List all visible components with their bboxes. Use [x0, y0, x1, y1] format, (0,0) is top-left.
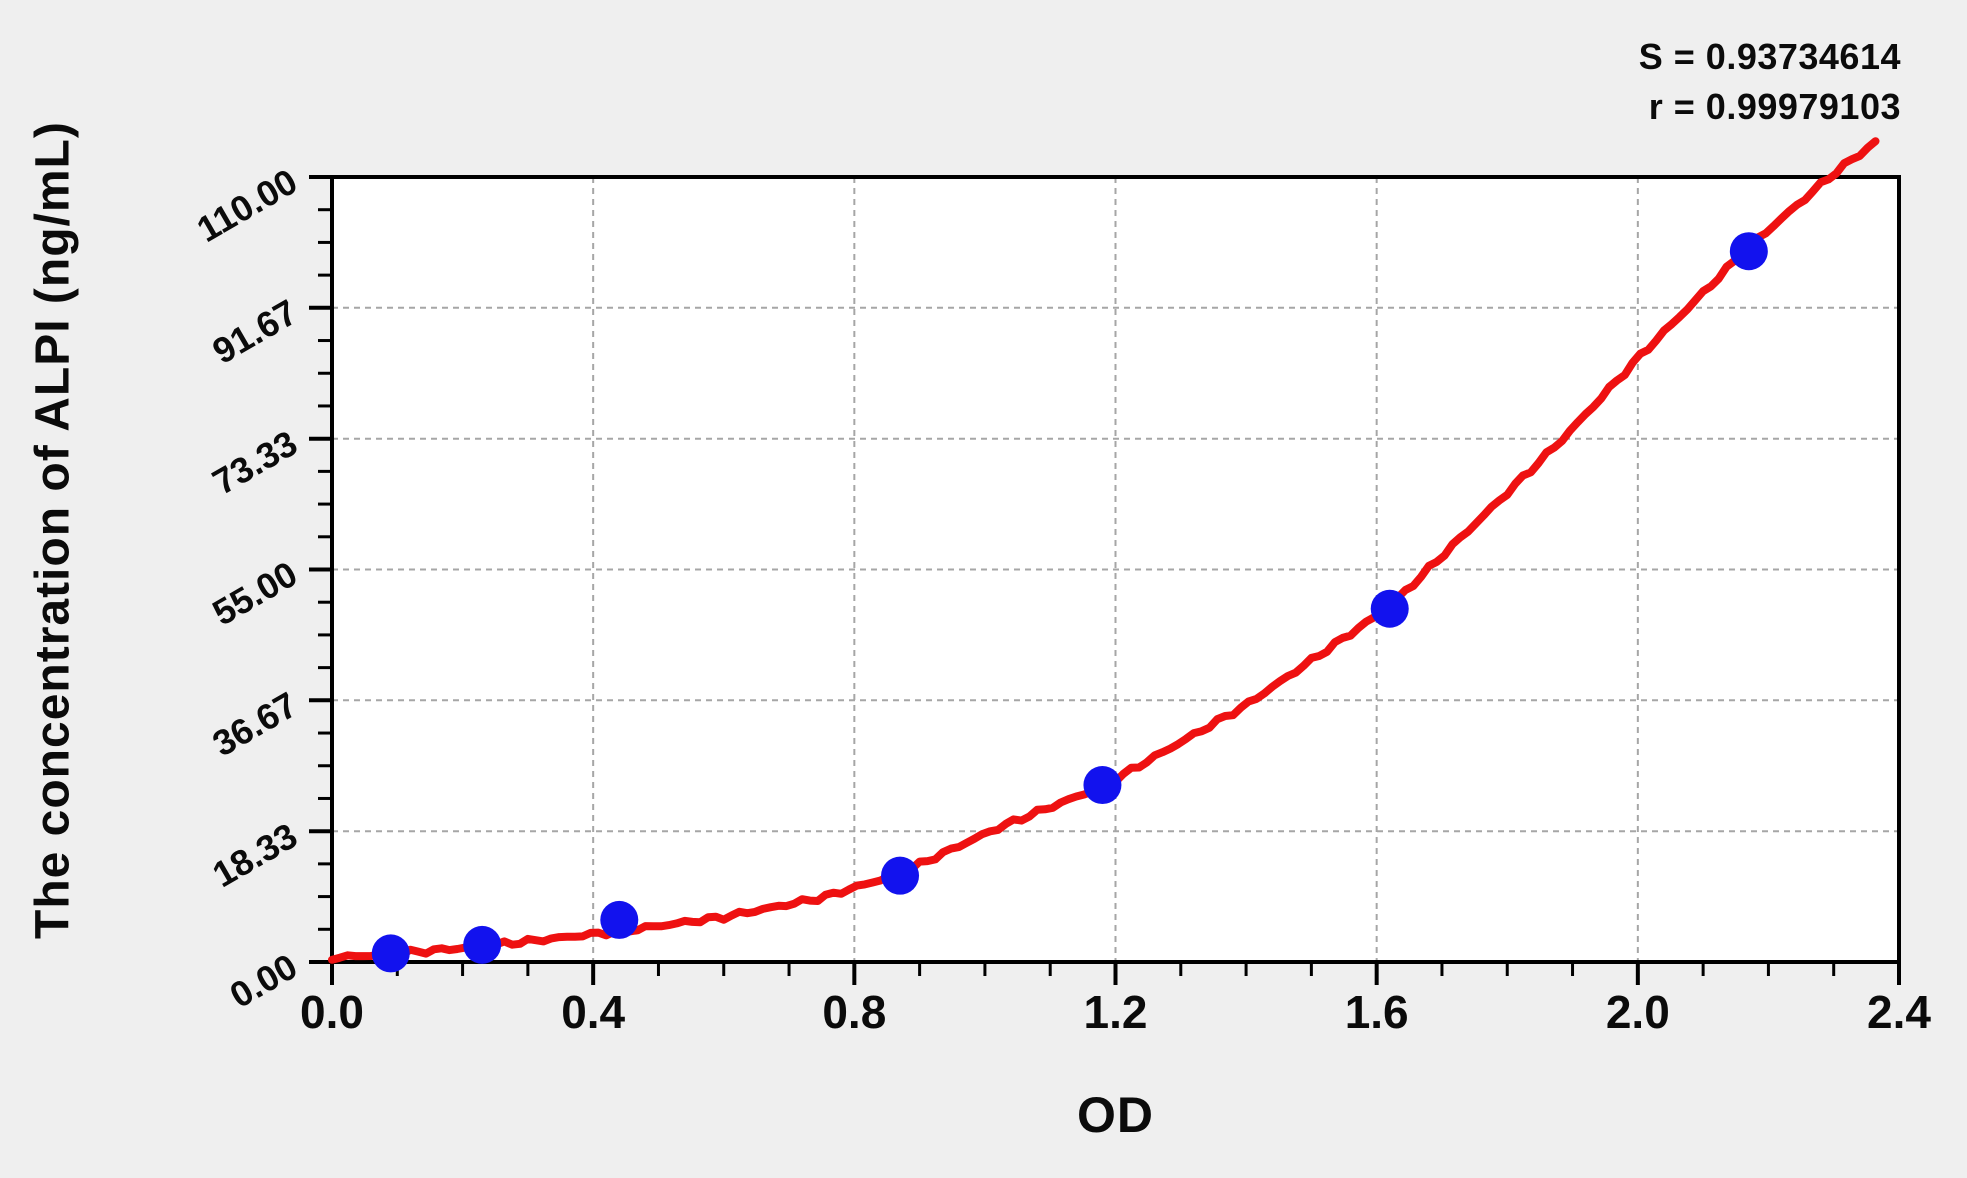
y-tick-label: 73.33: [205, 422, 304, 503]
y-tick-label: 18.33: [205, 815, 304, 896]
y-tick-label: 110.00: [190, 160, 304, 250]
data-point: [1083, 766, 1122, 805]
y-tick-label: 36.67: [205, 684, 304, 765]
s-value-text: S = 0.93734614: [1638, 36, 1901, 77]
x-tick-label: 2.0: [1606, 986, 1670, 1038]
x-axis-title: OD: [1077, 1087, 1154, 1143]
y-axis-title: The concentration of ALPI (ng/mL): [26, 121, 80, 939]
fit-statistics: S = 0.93734614 r = 0.99979103: [1639, 32, 1901, 132]
y-tick-label: 91.67: [205, 291, 304, 372]
data-point: [600, 900, 639, 939]
data-point: [463, 925, 502, 964]
x-tick-label: 0.0: [300, 986, 364, 1038]
y-tick-label: 0.00: [223, 945, 304, 1016]
x-tick-label: 1.2: [1084, 986, 1148, 1038]
x-tick-label: 0.4: [561, 986, 625, 1038]
data-point: [1729, 232, 1768, 271]
x-tick-label: 2.4: [1867, 986, 1931, 1038]
y-tick-label: 55.00: [205, 553, 304, 634]
data-point: [1370, 589, 1409, 628]
data-point: [371, 934, 410, 973]
x-tick-label: 1.6: [1345, 986, 1409, 1038]
x-tick-label: 0.8: [822, 986, 886, 1038]
data-point: [881, 856, 920, 895]
r-value-text: r = 0.99979103: [1648, 86, 1901, 127]
